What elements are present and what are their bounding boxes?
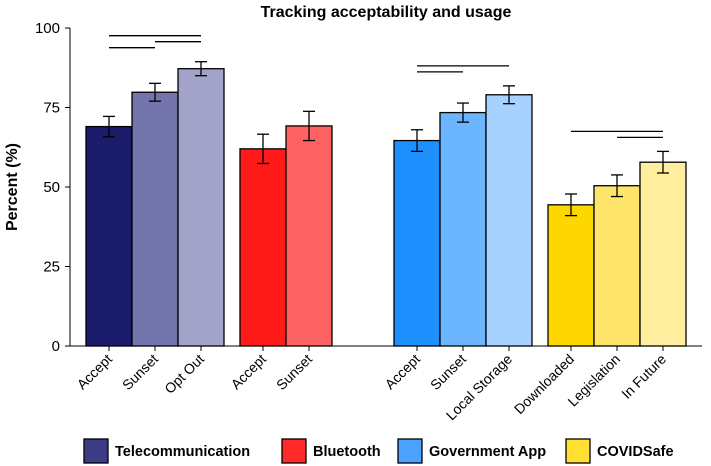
y-ticks: 0 25 50 75 100 xyxy=(35,20,70,355)
x-tick-labels: Accept Sunset Opt Out Accept Sunset Accept Sun… xyxy=(74,346,669,423)
bar xyxy=(439,111,487,347)
legend-swatch xyxy=(281,438,307,464)
bar xyxy=(177,68,225,347)
chart-title: Tracking acceptability and usage xyxy=(261,4,512,21)
bar xyxy=(393,139,441,347)
bar xyxy=(547,204,595,347)
bar xyxy=(639,161,687,347)
bar xyxy=(85,125,133,347)
legend: Telecommunication Bluetooth Government App… xyxy=(83,438,674,464)
legend-swatch xyxy=(397,438,423,464)
x-tick-label: Opt Out xyxy=(161,351,207,397)
bar xyxy=(285,125,333,347)
x-tick-label: Accept xyxy=(382,351,424,393)
x-tick-label: Accept xyxy=(228,351,270,393)
y-axis-label: Percent (%) xyxy=(4,143,21,231)
x-tick-label: Accept xyxy=(74,351,116,393)
y-tick-label: 100 xyxy=(35,20,60,37)
legend-swatch xyxy=(83,438,109,464)
bar xyxy=(485,94,533,347)
y-tick-label: 25 xyxy=(43,259,60,276)
legend-swatch xyxy=(565,438,591,464)
x-tick-label: Sunset xyxy=(119,351,161,393)
significance-brackets xyxy=(109,35,663,139)
x-tick-label: In Future xyxy=(618,351,669,402)
y-tick-label: 0 xyxy=(52,338,60,355)
y-tick-label: 50 xyxy=(43,179,60,196)
x-tick-label: Downloaded xyxy=(511,351,577,417)
bar xyxy=(593,185,641,347)
bar xyxy=(239,148,287,347)
bars xyxy=(85,61,687,347)
legend-label: COVIDSafe xyxy=(597,444,674,460)
legend-label: Government App xyxy=(429,444,546,460)
legend-label: Bluetooth xyxy=(313,444,381,460)
legend-label: Telecommunication xyxy=(115,444,250,460)
y-tick-label: 75 xyxy=(43,100,60,117)
bar xyxy=(131,91,179,347)
x-tick-label: Sunset xyxy=(273,351,315,393)
x-tick-label: Sunset xyxy=(427,351,469,393)
